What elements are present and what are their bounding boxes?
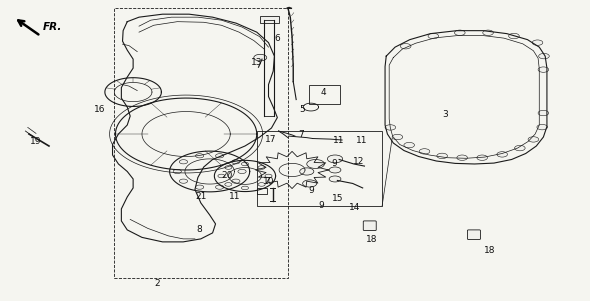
Circle shape (457, 155, 467, 160)
Circle shape (215, 185, 224, 189)
Text: 9: 9 (331, 159, 337, 168)
Circle shape (327, 155, 343, 163)
Text: 7: 7 (298, 129, 304, 138)
Bar (257, 131, 382, 206)
Circle shape (539, 53, 549, 59)
Circle shape (385, 125, 396, 130)
Circle shape (538, 67, 549, 72)
Text: 21: 21 (195, 192, 206, 201)
Circle shape (218, 174, 225, 178)
FancyBboxPatch shape (363, 221, 376, 231)
Bar (309, 85, 340, 104)
FancyBboxPatch shape (467, 230, 480, 240)
Text: 11: 11 (228, 192, 240, 201)
Text: 14: 14 (349, 203, 360, 212)
Circle shape (258, 166, 265, 169)
Circle shape (241, 162, 248, 166)
Circle shape (401, 44, 411, 49)
Circle shape (258, 183, 265, 186)
Circle shape (195, 154, 204, 158)
Text: 12: 12 (353, 157, 364, 166)
Text: 20: 20 (222, 171, 233, 180)
Circle shape (300, 168, 314, 175)
Circle shape (265, 174, 272, 178)
Circle shape (537, 124, 548, 130)
Text: 2: 2 (154, 279, 159, 288)
Circle shape (477, 155, 487, 160)
Circle shape (329, 176, 341, 182)
Circle shape (225, 166, 232, 169)
Circle shape (538, 110, 549, 116)
Circle shape (509, 33, 519, 39)
Circle shape (195, 185, 204, 189)
Circle shape (225, 183, 232, 186)
Text: 15: 15 (332, 194, 344, 203)
Circle shape (454, 30, 465, 36)
Circle shape (329, 167, 341, 173)
Text: 4: 4 (320, 88, 326, 97)
Bar (260, 16, 279, 23)
Circle shape (404, 142, 415, 148)
Text: 3: 3 (442, 110, 448, 119)
Circle shape (254, 54, 267, 61)
Text: 16: 16 (94, 105, 106, 114)
Circle shape (428, 33, 438, 39)
Text: FR.: FR. (43, 22, 63, 32)
Circle shape (215, 154, 224, 158)
Circle shape (232, 160, 240, 164)
Circle shape (179, 160, 188, 164)
Text: 9: 9 (308, 185, 314, 194)
Text: 9: 9 (319, 200, 324, 209)
Circle shape (392, 134, 403, 140)
Circle shape (497, 152, 507, 157)
Text: 5: 5 (300, 105, 306, 114)
Bar (114, 8, 288, 278)
Text: 11: 11 (356, 136, 368, 145)
Text: 13: 13 (251, 57, 263, 67)
Circle shape (232, 179, 240, 183)
Text: 6: 6 (274, 34, 280, 43)
Circle shape (241, 186, 248, 190)
Circle shape (528, 137, 539, 142)
Text: 18: 18 (366, 235, 377, 244)
Circle shape (437, 153, 447, 159)
Circle shape (419, 149, 430, 154)
Circle shape (483, 30, 493, 36)
Circle shape (173, 169, 181, 174)
Circle shape (238, 169, 246, 174)
Circle shape (303, 180, 317, 187)
Text: 19: 19 (30, 137, 42, 146)
Text: 8: 8 (197, 225, 202, 234)
Circle shape (514, 145, 525, 151)
Text: 18: 18 (483, 247, 495, 255)
Text: 10: 10 (263, 177, 275, 185)
Circle shape (307, 160, 324, 169)
Circle shape (179, 179, 188, 183)
Text: 17: 17 (264, 135, 276, 144)
Circle shape (532, 40, 543, 45)
Text: 11: 11 (333, 136, 345, 145)
